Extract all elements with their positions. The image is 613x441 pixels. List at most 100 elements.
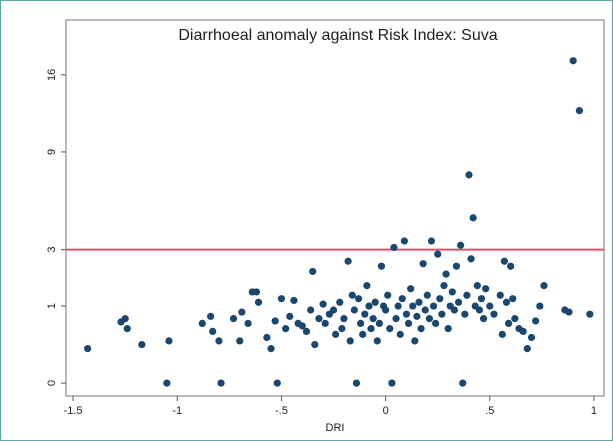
point	[444, 325, 452, 333]
point	[388, 379, 396, 387]
point	[309, 267, 317, 276]
point	[511, 315, 519, 323]
point	[298, 322, 306, 330]
point	[307, 306, 315, 314]
point	[238, 308, 246, 316]
point	[348, 291, 356, 299]
point	[286, 312, 294, 320]
point	[367, 325, 375, 333]
point	[236, 337, 244, 345]
point	[536, 302, 544, 310]
chart-title: Diarrhoeal anomaly against Risk Index: S…	[178, 27, 497, 44]
point	[407, 285, 415, 293]
point	[252, 288, 261, 296]
point	[400, 237, 408, 245]
point	[352, 379, 361, 387]
point	[479, 315, 488, 323]
point	[392, 315, 400, 323]
point	[273, 379, 281, 387]
point	[459, 379, 467, 387]
point	[215, 337, 223, 345]
point	[507, 262, 515, 270]
point	[282, 325, 290, 333]
point	[267, 345, 275, 353]
x-tick-label: .5	[485, 405, 494, 417]
point	[586, 310, 594, 318]
point	[263, 333, 271, 342]
y-tick-label: 3	[46, 247, 58, 253]
x-tick-label: 0	[383, 405, 389, 417]
point	[463, 291, 471, 299]
point	[457, 241, 465, 249]
point	[429, 302, 438, 310]
point	[384, 291, 392, 299]
point	[417, 325, 425, 333]
point	[346, 337, 354, 345]
point	[377, 262, 386, 270]
point	[363, 282, 371, 290]
point	[496, 291, 504, 299]
point	[382, 306, 390, 314]
point	[371, 298, 379, 306]
point	[361, 310, 369, 318]
point	[569, 57, 577, 65]
point	[394, 302, 402, 310]
point	[527, 333, 536, 342]
point	[302, 327, 311, 336]
point	[475, 306, 483, 314]
point	[452, 262, 461, 270]
point	[244, 319, 252, 328]
x-tick-label: -1.5	[64, 405, 83, 417]
point	[498, 330, 506, 338]
point	[425, 315, 433, 323]
point	[540, 282, 548, 290]
point	[467, 255, 475, 263]
point	[277, 295, 286, 303]
point	[198, 319, 206, 328]
point	[486, 302, 494, 310]
point	[354, 295, 363, 303]
point	[450, 306, 458, 314]
x-tick-label: -.5	[275, 405, 288, 417]
x-tick-label: 1	[591, 405, 597, 417]
point	[502, 298, 511, 306]
point	[482, 285, 490, 293]
point	[369, 315, 377, 323]
point	[427, 237, 436, 245]
point	[419, 260, 427, 268]
point	[229, 315, 238, 323]
point	[290, 296, 298, 305]
point	[357, 319, 365, 328]
point	[84, 345, 92, 353]
point	[315, 315, 323, 323]
point	[123, 325, 131, 333]
point	[138, 340, 146, 349]
point	[461, 310, 469, 318]
point	[311, 340, 319, 349]
y-tick-label: 9	[46, 149, 58, 155]
point	[121, 315, 129, 323]
point	[413, 312, 421, 320]
point	[390, 243, 398, 252]
point	[271, 317, 279, 325]
point	[359, 330, 367, 338]
point	[440, 282, 448, 290]
point	[373, 337, 381, 345]
point	[415, 298, 423, 306]
point	[409, 302, 417, 310]
point	[442, 270, 450, 278]
point	[350, 306, 358, 314]
point	[509, 295, 517, 303]
point	[332, 330, 340, 338]
point	[329, 306, 338, 314]
point	[448, 288, 456, 296]
point	[490, 310, 498, 318]
point	[454, 298, 463, 306]
point	[436, 295, 444, 303]
point	[386, 325, 394, 333]
point	[465, 171, 473, 179]
point	[532, 317, 540, 325]
point	[338, 325, 346, 333]
point	[344, 257, 352, 265]
